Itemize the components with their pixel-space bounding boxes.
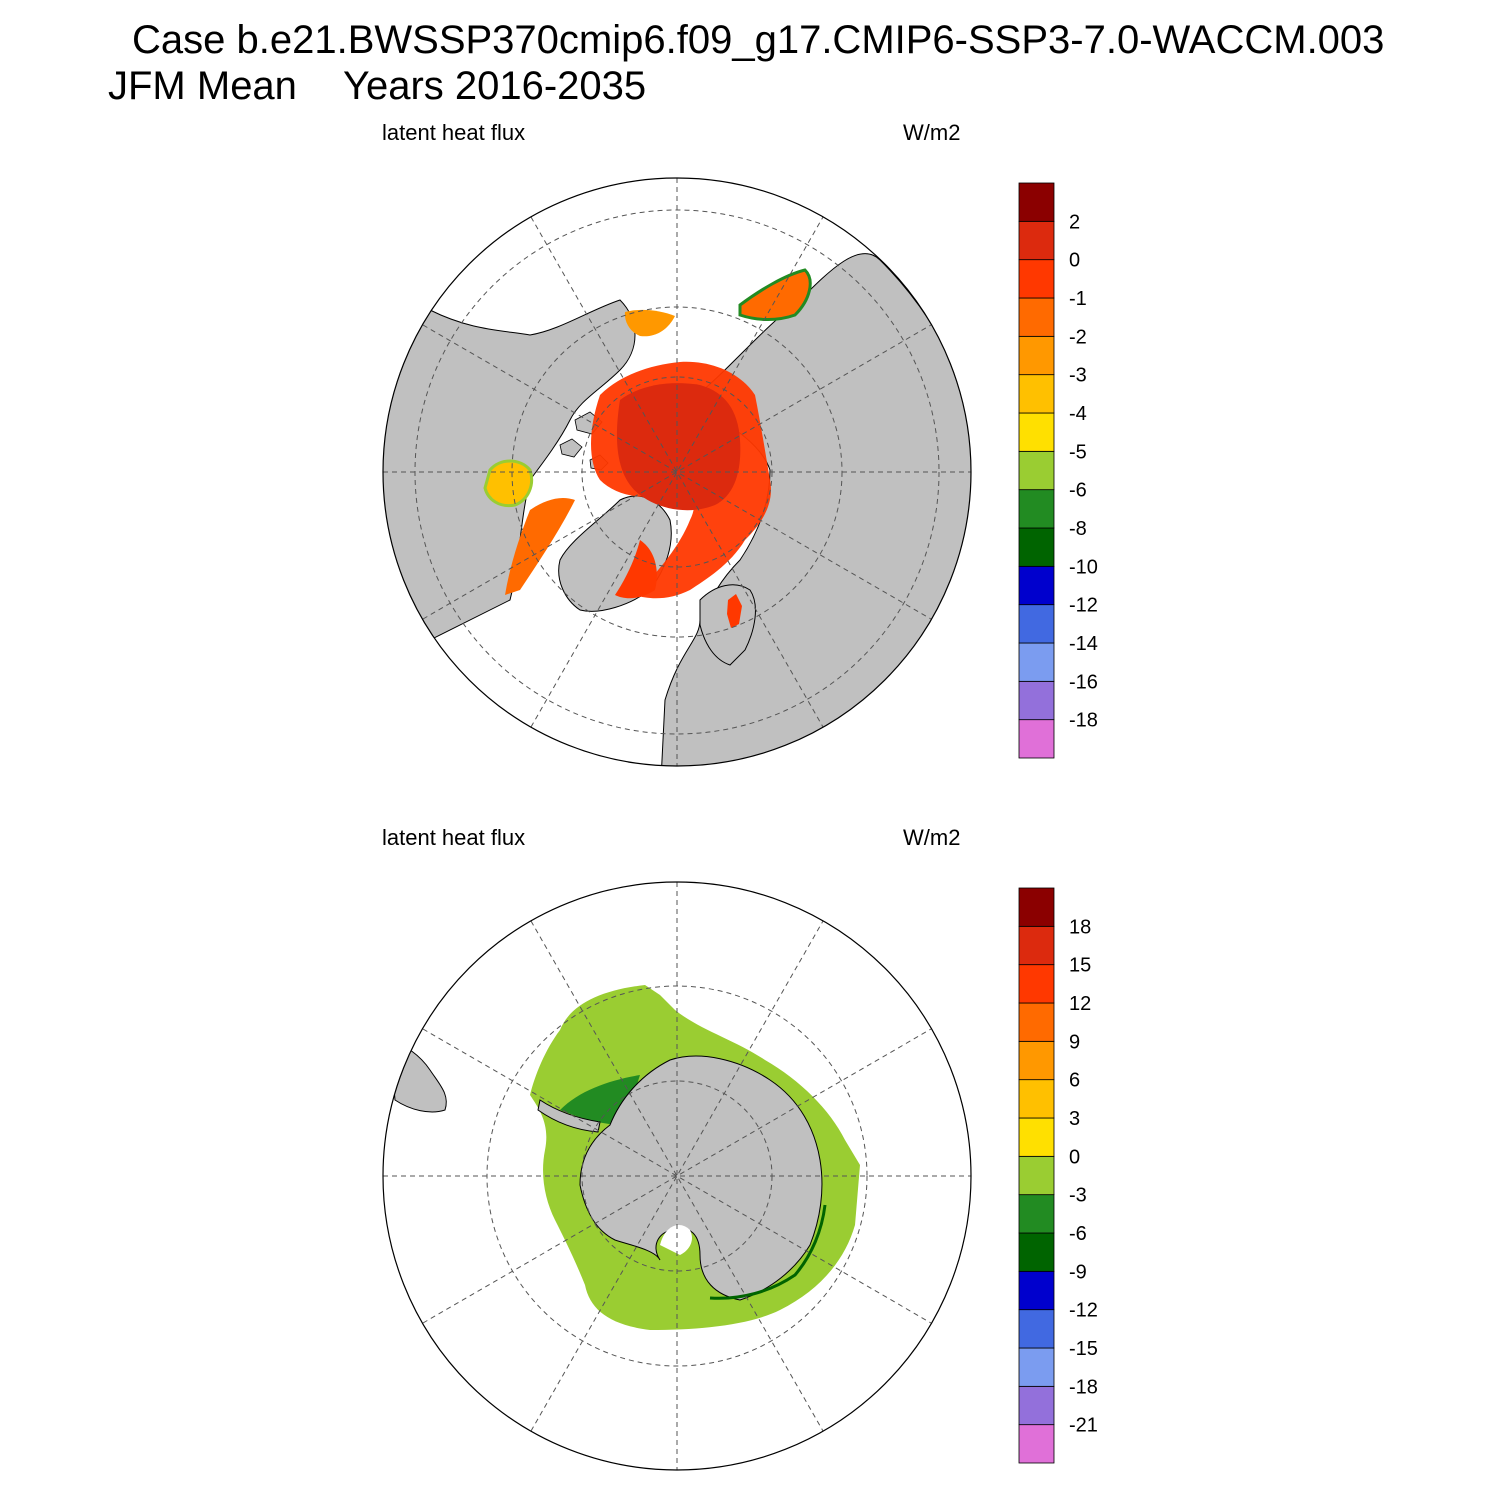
north-colorbar-box-6 — [1018, 489, 1055, 529]
south-polar-map — [382, 881, 972, 1471]
okhotsk-flux — [738, 268, 812, 321]
bering-flux — [624, 309, 675, 337]
south-colorbar-box-9 — [1018, 1079, 1055, 1119]
season-label: JFM Mean — [108, 64, 297, 108]
north-colorbar-label: -6 — [1069, 480, 1087, 502]
north-colorbar-label: -12 — [1069, 595, 1098, 617]
south-colorbar-box-14 — [1018, 887, 1055, 927]
north-colorbar-box-4 — [1018, 565, 1055, 606]
years-label: Years 2016-2035 — [342, 64, 647, 108]
north-colorbar-label: -16 — [1069, 671, 1098, 693]
north-colorbar-box-1 — [1018, 680, 1055, 721]
north-colorbar-label: -2 — [1069, 326, 1087, 348]
north-colorbar-label: -1 — [1069, 288, 1087, 310]
north-colorbar-label: -5 — [1069, 441, 1087, 463]
south-colorbar-box-6 — [1018, 1194, 1055, 1234]
south-colorbar-label: 15 — [1069, 955, 1091, 977]
south-colorbar-box-13 — [1018, 925, 1055, 966]
east-greenland-flux — [615, 540, 657, 599]
north-colorbar-box-11 — [1018, 297, 1055, 337]
south-colorbar-box-7 — [1018, 1155, 1055, 1196]
north-colorbar-label: -18 — [1069, 710, 1098, 732]
south-colorbar-box-12 — [1018, 964, 1055, 1004]
north-colorbar-box-5 — [1018, 527, 1055, 567]
north-polar-map — [382, 177, 972, 767]
south-colorbar-box-0 — [1018, 1424, 1055, 1464]
ross-ice-shelf — [660, 1225, 692, 1255]
north-graticule — [383, 178, 971, 766]
south-variable-label: latent heat flux — [382, 825, 526, 850]
arctic-flux-core — [616, 383, 741, 511]
baltic-flux — [727, 594, 742, 628]
south-map-layers — [383, 882, 971, 1470]
coastal-flux-band — [709, 1204, 827, 1300]
north-colorbar: -18-16-14-12-10-8-6-5-4-3-2-102 — [1018, 182, 1098, 759]
north-colorbar-box-7 — [1018, 450, 1055, 491]
south-colorbar-box-2 — [1018, 1347, 1055, 1387]
south-map-border — [382, 881, 972, 1471]
case-title: Case b.e21.BWSSP370cmip6.f09_g17.CMIP6-S… — [132, 18, 1385, 62]
south-graticule — [383, 882, 971, 1470]
north-variable-label: latent heat flux — [382, 120, 526, 145]
north-colorbar-box-13 — [1018, 220, 1055, 261]
north-colorbar-label: -8 — [1069, 518, 1087, 540]
south-colorbar-label: 6 — [1069, 1070, 1080, 1092]
north-colorbar-box-12 — [1018, 259, 1055, 299]
north-colorbar-box-2 — [1018, 642, 1055, 682]
north-colorbar-label: 0 — [1069, 250, 1080, 272]
south-colorbar-label: -21 — [1069, 1415, 1098, 1437]
north-colorbar-label: -3 — [1069, 365, 1087, 387]
south-colorbar-box-8 — [1018, 1117, 1055, 1157]
south-colorbar-label: -3 — [1069, 1185, 1087, 1207]
south-units-label: W/m2 — [903, 825, 961, 850]
north-map-border — [382, 177, 972, 767]
south-colorbar-label: -6 — [1069, 1223, 1087, 1245]
hudson-bay-flux — [483, 459, 534, 508]
north-colorbar-box-0 — [1018, 719, 1055, 759]
south-colorbar-label: 3 — [1069, 1108, 1080, 1130]
antarctic-peninsula — [537, 1099, 601, 1133]
baffin-flux — [505, 498, 575, 595]
south-colorbar-box-5 — [1018, 1232, 1055, 1272]
south-colorbar-label: 9 — [1069, 1031, 1080, 1053]
south-colorbar-box-4 — [1018, 1270, 1055, 1311]
south-colorbar-box-1 — [1018, 1385, 1055, 1426]
north-colorbar-box-10 — [1018, 335, 1055, 376]
season-years-title: JFM Mean Years 2016-2035 — [108, 64, 646, 109]
north-colorbar-label: -10 — [1069, 556, 1098, 578]
north-colorbar-box-9 — [1018, 374, 1055, 414]
south-colorbar-box-10 — [1018, 1040, 1055, 1081]
antarctica-landmass — [579, 1055, 823, 1301]
scandinavia-landmass — [699, 584, 756, 666]
south-colorbar-label: -18 — [1069, 1376, 1098, 1398]
south-colorbar-label: 0 — [1069, 1146, 1080, 1168]
north-colorbar-box-14 — [1018, 182, 1055, 222]
south-colorbar-label: -12 — [1069, 1300, 1098, 1322]
north-units-label: W/m2 — [903, 120, 961, 145]
north-colorbar-box-8 — [1018, 412, 1055, 452]
south-colorbar-box-3 — [1018, 1309, 1055, 1349]
south-colorbar-label: 18 — [1069, 916, 1091, 938]
south-colorbar-label: -15 — [1069, 1338, 1098, 1360]
north-colorbar-label: -14 — [1069, 633, 1098, 655]
south-colorbar-label: -9 — [1069, 1261, 1087, 1283]
south-colorbar: -21 -18 -15 -12 -9 -6 -3 0 3 6 9 12 15 18 — [1018, 887, 1098, 1464]
north-colorbar-label: -4 — [1069, 403, 1087, 425]
north-colorbar-label: 2 — [1069, 211, 1080, 233]
south-colorbar-label: 12 — [1069, 993, 1091, 1015]
north-colorbar-box-3 — [1018, 604, 1055, 644]
south-colorbar-box-11 — [1018, 1002, 1055, 1042]
